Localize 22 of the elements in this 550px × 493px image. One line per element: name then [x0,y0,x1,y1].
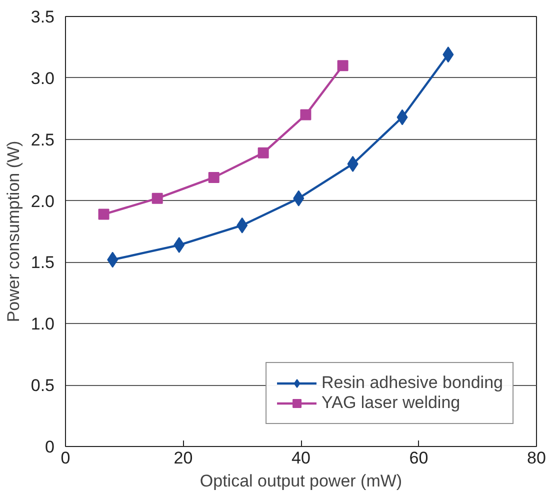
y-tick-label: 2.0 [30,192,55,211]
y-axis-title: Power consumption (W) [4,140,23,322]
point [300,109,312,120]
y-tick-label: 1.5 [30,253,55,272]
point [337,60,348,72]
legend-label: Resin adhesive bonding [322,373,503,393]
point [208,172,220,183]
point [98,208,110,220]
point [258,147,269,158]
y-tick-label: 1.0 [30,314,55,334]
point [152,192,163,204]
x-tick-label: 60 [409,448,428,468]
x-tick-label: 80 [527,448,546,468]
legend-label: YAG laser welding [322,393,460,413]
y-tick-label: 3.0 [30,68,55,88]
y-tick-label: 3.5 [30,8,55,26]
x-tick-label: 20 [174,448,193,468]
x-axis-title: Optical output power (mW) [200,472,402,490]
y-tick-label: 2.5 [30,130,55,150]
x-tick-label: 0 [60,448,70,468]
y-tick-label: 0.5 [30,376,55,396]
x-tick-label: 40 [292,448,310,468]
